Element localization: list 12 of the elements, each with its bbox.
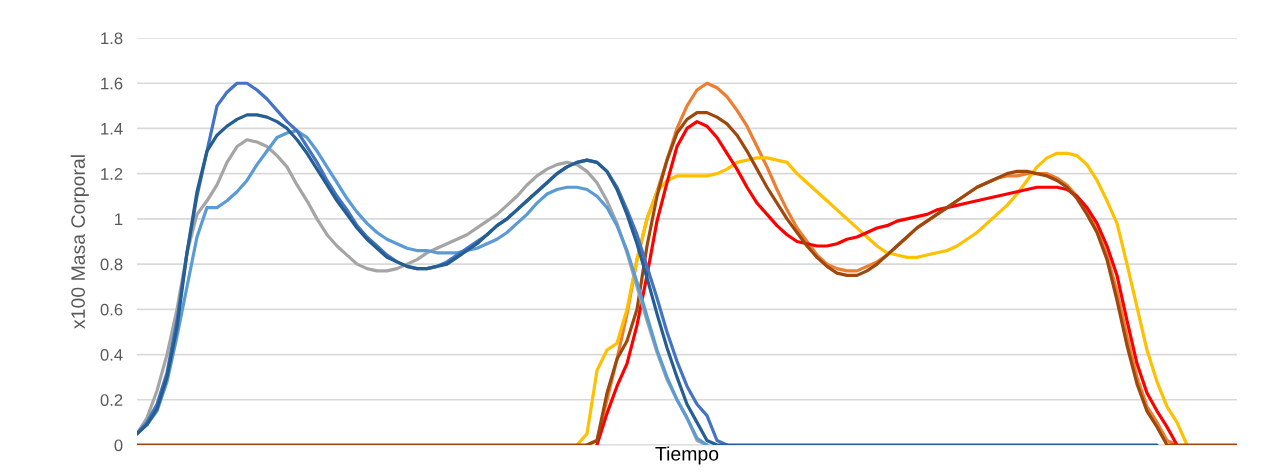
y-tick-label: 0.4: [100, 348, 123, 361]
y-tick-label: 0.6: [100, 303, 123, 316]
y-tick-label: 1.4: [101, 123, 123, 135]
y-tick-label: 0: [114, 439, 123, 452]
y-axis-title: x100 Masa Corporal: [70, 155, 89, 329]
y-tick-label: 1: [115, 213, 123, 225]
x-axis-title: Tiempo: [655, 446, 719, 465]
y-tick-label: 1.2: [101, 168, 123, 180]
y-tick-label: 1.6: [101, 77, 123, 90]
y-tick-label: 0.2: [100, 394, 123, 406]
y-tick-label: 0.8: [100, 258, 123, 271]
y-tick-label: 1.8: [101, 32, 123, 45]
